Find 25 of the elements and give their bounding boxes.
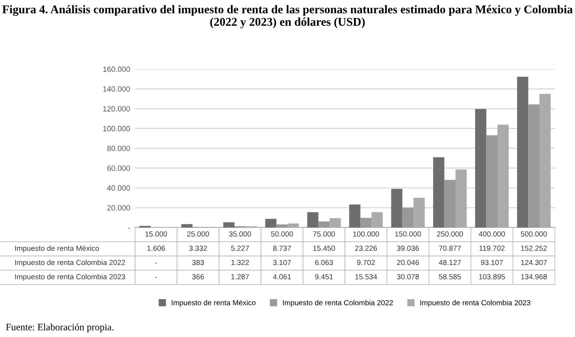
bar [307,212,318,228]
chart-title: Figura 4. Análisis comparativo del impuesto de renta de las personas naturales estimado para México y Colombia (2022 y 2023) en dólares (USD) [2,5,573,28]
bar [402,208,414,228]
bar [181,224,192,228]
bar [360,218,372,228]
bar [517,76,528,228]
bar [433,157,444,228]
bar [276,224,288,228]
bar [265,218,276,228]
bar [288,223,299,228]
bar [456,169,467,228]
bar [486,135,498,228]
bar [414,198,425,228]
bar [498,124,509,228]
bar [444,180,456,228]
bar [223,222,234,228]
bar [349,204,360,228]
bar [475,108,486,228]
bar [539,94,551,228]
source-note: Fuente: Elaboración propia. [6,324,114,332]
bar [318,221,330,228]
bar [528,104,540,228]
bar [391,188,402,228]
bar [330,218,341,228]
bar [372,212,383,228]
